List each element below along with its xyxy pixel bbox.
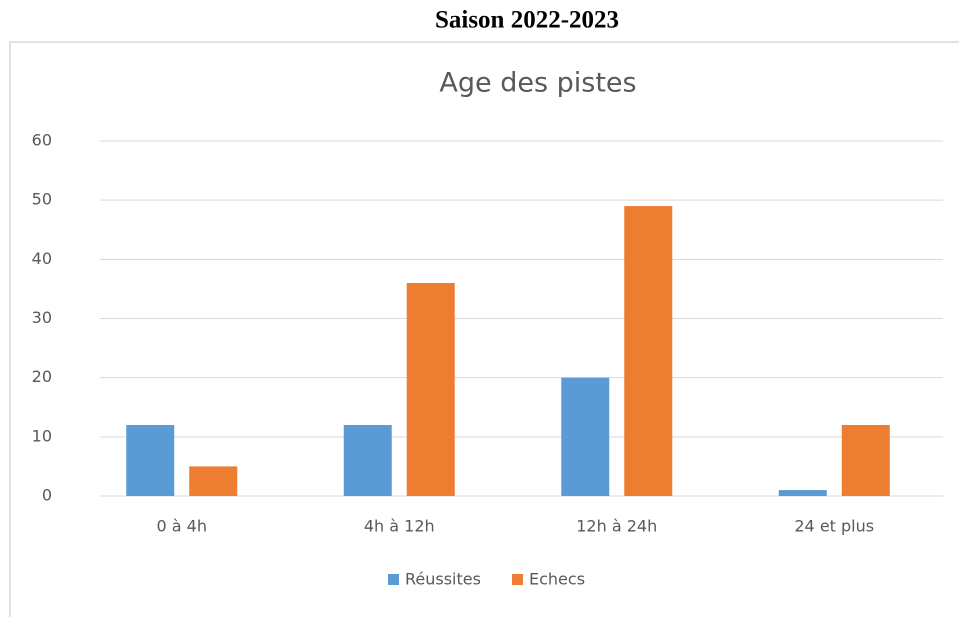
y-tick-label: 20 xyxy=(32,367,52,386)
heading: Saison 2022-2023 xyxy=(435,7,619,34)
x-tick-label: 12h à 24h xyxy=(576,517,657,536)
y-tick-label: 0 xyxy=(42,486,52,505)
legend-label: Echecs xyxy=(529,570,585,589)
y-tick-label: 10 xyxy=(32,426,52,445)
bar xyxy=(841,425,890,496)
legend-swatch xyxy=(388,574,399,585)
chart-title: Age des pistes xyxy=(439,68,636,99)
bar xyxy=(406,283,455,496)
bar xyxy=(624,206,673,497)
y-tick-label: 50 xyxy=(32,190,52,209)
bar xyxy=(126,425,175,496)
x-tick-label: 4h à 12h xyxy=(364,517,435,536)
y-tick-label: 30 xyxy=(32,308,52,327)
bar xyxy=(778,490,827,496)
bar xyxy=(561,377,610,496)
x-tick-label: 0 à 4h xyxy=(157,517,207,536)
x-tick-label: 24 et plus xyxy=(794,517,874,536)
legend-swatch xyxy=(512,574,523,585)
legend-label: Réussites xyxy=(405,570,481,589)
bar xyxy=(343,425,392,496)
y-tick-label: 60 xyxy=(32,131,52,150)
bar xyxy=(189,466,238,496)
y-tick-label: 40 xyxy=(32,249,52,268)
chart-frame xyxy=(9,41,959,617)
